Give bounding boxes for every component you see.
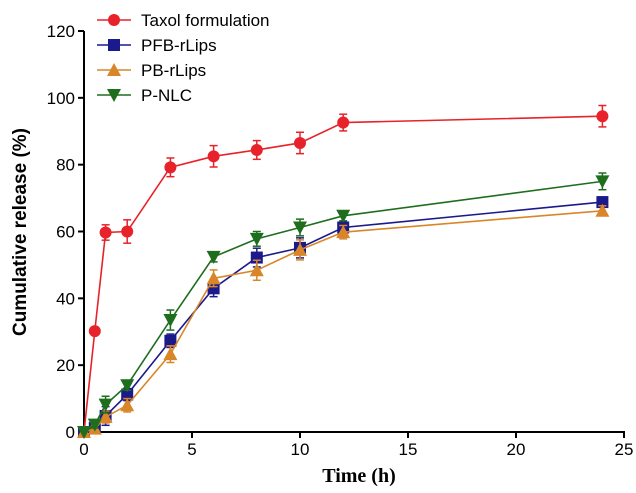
x-tick-label: 15: [399, 440, 418, 459]
y-axis-label: Cumulative release (%): [10, 128, 31, 336]
series-line: [83, 115, 603, 433]
series-line: [83, 209, 603, 433]
data-point: [120, 379, 135, 393]
series-taxol-formulation: [78, 104, 609, 438]
data-point: [98, 398, 113, 412]
y-tick-label: 120: [47, 22, 75, 41]
data-point: [337, 116, 350, 129]
plot-area: [77, 104, 610, 439]
axes: 0 20 40 60 80 100 120 0 5 10 15 20 25: [47, 22, 634, 459]
data-point: [206, 271, 221, 285]
data-point: [87, 418, 102, 432]
data-point: [595, 175, 610, 189]
x-tick-label: 25: [615, 440, 634, 459]
legend-label: PFB-rLips: [141, 36, 217, 55]
x-axis-label: Time (h): [322, 465, 396, 487]
x-tick-label: 0: [79, 440, 88, 459]
data-point: [164, 161, 177, 174]
data-point: [163, 347, 178, 361]
series-p-nlc: [77, 172, 610, 439]
x-tick-label: 20: [507, 440, 526, 459]
data-point: [207, 282, 220, 295]
y-tick-label: 100: [47, 89, 75, 108]
data-point: [164, 334, 177, 347]
data-point: [250, 251, 263, 264]
y-tick-label: 40: [56, 289, 75, 308]
legend-marker: [108, 14, 120, 26]
data-point: [293, 221, 307, 235]
data-point: [336, 225, 351, 239]
data-point: [249, 263, 264, 277]
x-tick-label: 5: [187, 440, 196, 459]
series-line: [83, 180, 603, 433]
legend-item: Taxol formulation: [97, 11, 270, 30]
legend-label: P-NLC: [141, 86, 192, 105]
legend-item: PFB-rLips: [97, 36, 217, 55]
series-pb-rlips: [77, 203, 610, 438]
y-tick-label: 0: [66, 423, 75, 442]
data-point: [88, 325, 101, 338]
data-point: [595, 203, 610, 217]
data-point: [250, 143, 263, 156]
data-point: [293, 242, 307, 256]
data-point: [163, 314, 178, 328]
data-point: [596, 110, 609, 123]
data-point: [207, 150, 220, 163]
legend-label: PB-rLips: [141, 61, 206, 80]
data-point: [336, 209, 351, 223]
y-tick-label: 60: [56, 223, 75, 242]
legend-item: PB-rLips: [97, 61, 206, 80]
data-point: [120, 398, 135, 412]
data-point: [121, 225, 134, 238]
legend-marker: [107, 63, 121, 76]
y-tick-label: 20: [56, 356, 75, 375]
x-tick-label: 10: [291, 440, 310, 459]
data-point: [121, 388, 134, 401]
data-point: [206, 250, 221, 264]
data-point: [99, 226, 112, 239]
data-point: [249, 232, 264, 246]
legend-marker: [107, 89, 121, 102]
data-point: [77, 426, 91, 439]
y-tick-label: 80: [56, 156, 75, 175]
legend-marker: [108, 39, 120, 51]
legend: Taxol formulation PFB-rLips PB-rLips P-NLC: [97, 11, 270, 105]
data-point: [294, 136, 306, 149]
data-point: [98, 409, 113, 423]
legend-item: P-NLC: [97, 86, 192, 105]
legend-label: Taxol formulation: [141, 11, 270, 30]
